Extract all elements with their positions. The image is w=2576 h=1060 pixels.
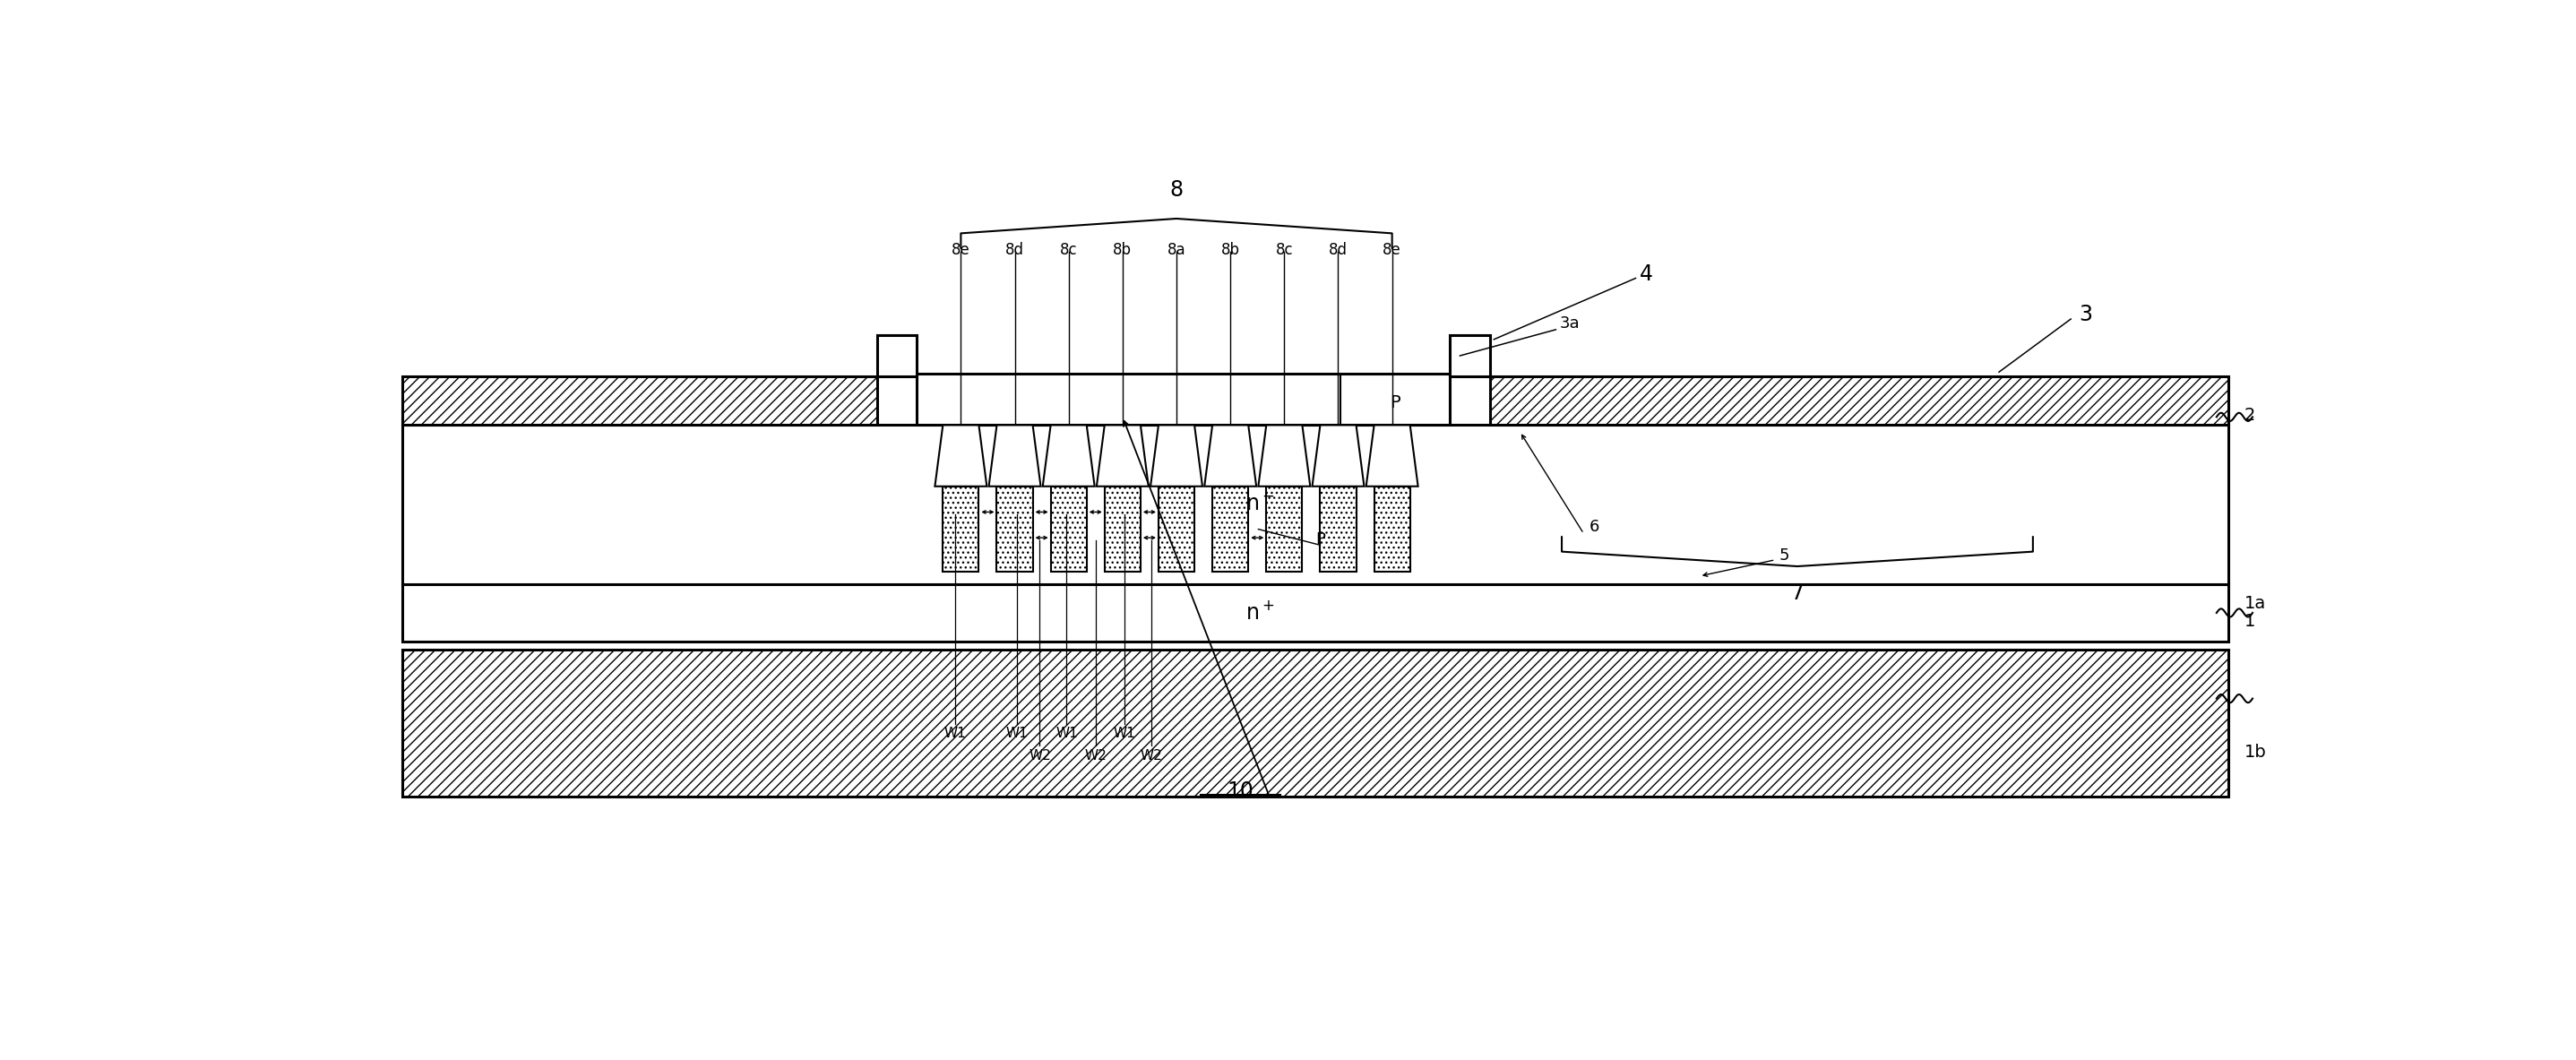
Text: 3a: 3a [1561, 315, 1579, 331]
Bar [1159, 487, 1195, 572]
Bar [1051, 487, 1087, 572]
Bar [402, 425, 2228, 584]
Polygon shape [1311, 425, 1365, 487]
Text: W1: W1 [1005, 727, 1028, 741]
Text: P: P [1316, 531, 1324, 547]
Text: W1: W1 [945, 727, 966, 741]
Bar [1321, 487, 1355, 572]
Text: W2: W2 [1028, 749, 1051, 762]
Text: W2: W2 [1141, 749, 1162, 762]
Bar [1340, 374, 1450, 425]
Text: 10: 10 [1226, 780, 1255, 801]
Polygon shape [1365, 425, 1417, 487]
Text: 8d: 8d [1005, 242, 1025, 258]
Polygon shape [1151, 425, 1203, 487]
Text: 1: 1 [2244, 613, 2257, 630]
Bar [402, 376, 876, 425]
Bar [1213, 487, 1249, 572]
Text: 8b: 8b [1221, 242, 1239, 258]
Text: 8e: 8e [951, 242, 971, 258]
Bar [1105, 487, 1141, 572]
Text: 1a: 1a [2244, 595, 2267, 612]
Bar [1489, 376, 2228, 425]
Polygon shape [1206, 425, 1257, 487]
Text: W1: W1 [1113, 727, 1136, 741]
Text: 1b: 1b [2244, 744, 2267, 761]
Text: 8c: 8c [1059, 242, 1077, 258]
Text: 7: 7 [1790, 583, 1803, 604]
Bar [1267, 487, 1303, 572]
Polygon shape [1097, 425, 1149, 487]
Polygon shape [935, 425, 987, 487]
Bar [1373, 487, 1409, 572]
Text: 3: 3 [2079, 304, 2092, 325]
Bar [402, 650, 2228, 796]
Bar [1450, 335, 1489, 376]
Polygon shape [1043, 425, 1095, 487]
Polygon shape [989, 425, 1041, 487]
Text: 4: 4 [1641, 263, 1654, 285]
Text: W1: W1 [1056, 727, 1077, 741]
Text: 8c: 8c [1275, 242, 1293, 258]
Text: n$^+$: n$^+$ [1247, 602, 1275, 624]
Text: P: P [1391, 394, 1401, 411]
Text: 5: 5 [1780, 548, 1790, 564]
Bar [917, 374, 1450, 425]
Text: 8d: 8d [1329, 242, 1347, 258]
Bar [402, 584, 2228, 641]
Text: 6: 6 [1589, 519, 1600, 535]
Text: n$^-$: n$^-$ [1247, 494, 1275, 515]
Polygon shape [1257, 425, 1311, 487]
Bar [997, 487, 1033, 572]
Text: 2: 2 [2244, 407, 2257, 424]
Text: 8a: 8a [1167, 242, 1185, 258]
Bar [943, 487, 979, 572]
Text: 8: 8 [1170, 179, 1182, 200]
Text: 8b: 8b [1113, 242, 1131, 258]
Bar [876, 335, 917, 376]
Text: 8e: 8e [1383, 242, 1401, 258]
Text: W2: W2 [1084, 749, 1108, 762]
